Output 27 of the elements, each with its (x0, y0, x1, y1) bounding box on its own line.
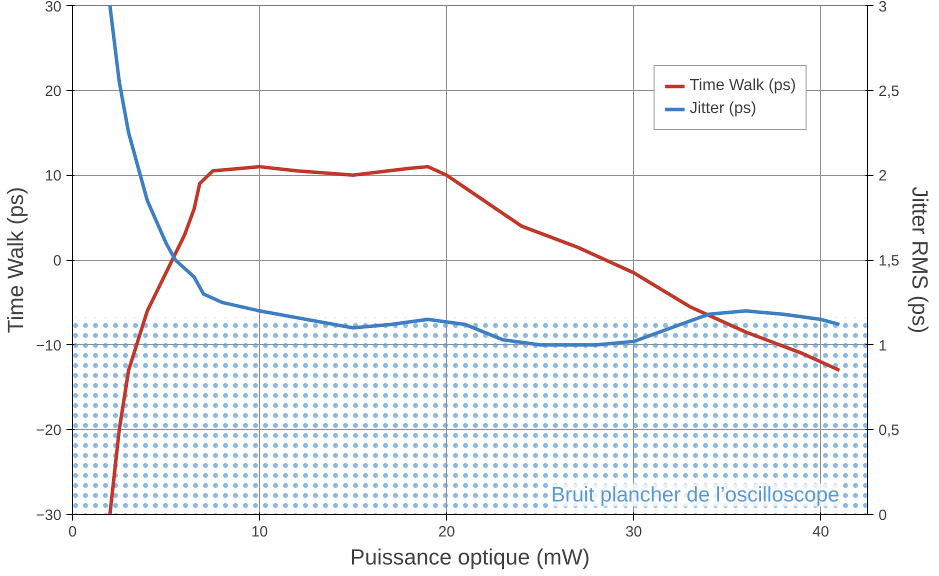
x-tick-label: 40 (812, 524, 830, 540)
legend-label: Time Walk (ps) (690, 77, 796, 95)
y2-tick-label: 1,5 (878, 252, 900, 270)
y-tick-label: 10 (44, 168, 62, 185)
y-tick-label: 20 (44, 82, 62, 100)
line-series (108, 164, 842, 514)
line-series (108, 6, 842, 347)
x-tick-label: 20 (438, 524, 455, 540)
y-tick-label: 30 (44, 0, 62, 16)
y2-axis-title: Jitter RMS (ps) (907, 186, 932, 334)
x-tick-label: 0 (68, 524, 77, 540)
y2-tick-label: 1 (878, 337, 887, 354)
y2-tick-label: 3 (878, 0, 887, 16)
y-tick-label: −10 (36, 337, 62, 354)
band-label: Bruit plancher de l’oscilloscope (551, 484, 840, 506)
y-tick-label: 0 (53, 252, 62, 270)
legend-label: Jitter (ps) (690, 100, 756, 118)
y2-tick-label: 0 (878, 507, 887, 524)
x-axis-title: Puissance optique (mW) (350, 544, 590, 570)
y2-tick-label: 2,5 (878, 82, 900, 100)
y2-tick-label: 0,5 (878, 422, 900, 440)
x-tick-label: 10 (251, 524, 268, 540)
x-tick-label: 30 (625, 524, 642, 540)
y-axis-title: Time Walk (ps) (3, 186, 28, 334)
y-tick-label: −20 (36, 422, 62, 440)
y-tick-label: −30 (36, 507, 62, 524)
y2-tick-label: 2 (878, 168, 887, 185)
